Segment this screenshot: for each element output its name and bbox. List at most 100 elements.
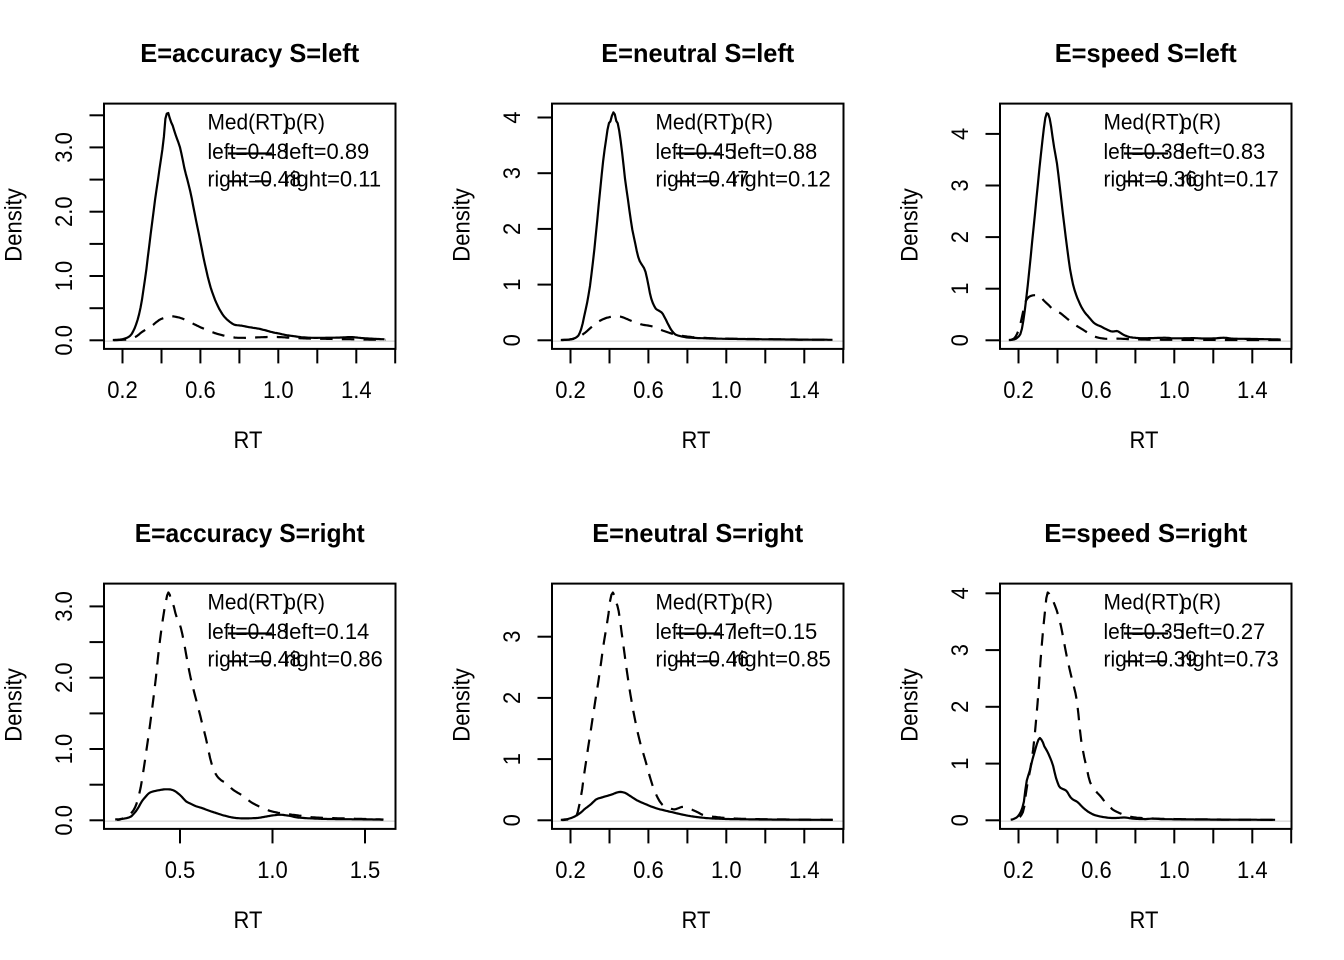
- svg-text:1.4: 1.4: [1237, 857, 1268, 884]
- svg-text:2: 2: [499, 223, 526, 235]
- svg-text:p(R): p(R): [1180, 589, 1221, 614]
- svg-text:1: 1: [499, 753, 526, 765]
- svg-text:0.2: 0.2: [555, 857, 586, 884]
- svg-text:3: 3: [499, 167, 526, 179]
- svg-text:Med(RT): Med(RT): [208, 109, 290, 134]
- svg-text:E=speed S=left: E=speed S=left: [1055, 38, 1237, 68]
- svg-text:1.4: 1.4: [1237, 377, 1268, 404]
- svg-text:0: 0: [499, 334, 526, 346]
- svg-text:Med(RT): Med(RT): [1104, 589, 1186, 614]
- svg-text:RT: RT: [234, 907, 263, 934]
- svg-text:right=0.17: right=0.17: [1180, 167, 1279, 192]
- svg-text:1.0: 1.0: [1159, 857, 1190, 884]
- svg-text:4: 4: [947, 128, 974, 140]
- svg-text:right=0.47: right=0.47: [656, 167, 750, 192]
- svg-text:0.2: 0.2: [107, 377, 138, 404]
- svg-text:left=0.88: left=0.88: [732, 139, 817, 164]
- svg-text:right=0.73: right=0.73: [1180, 647, 1279, 672]
- svg-text:right=0.36: right=0.36: [1104, 167, 1198, 192]
- svg-text:0.6: 0.6: [633, 377, 664, 404]
- svg-text:right=0.48: right=0.48: [208, 647, 302, 672]
- svg-text:right=0.39: right=0.39: [1104, 647, 1198, 672]
- svg-text:1.4: 1.4: [789, 377, 820, 404]
- svg-text:left=0.45: left=0.45: [656, 139, 737, 164]
- svg-text:4: 4: [499, 111, 526, 123]
- svg-text:1.4: 1.4: [789, 857, 820, 884]
- svg-text:1.0: 1.0: [711, 857, 742, 884]
- svg-text:E=accuracy S=right: E=accuracy S=right: [135, 518, 365, 548]
- svg-text:p(R): p(R): [732, 589, 773, 614]
- svg-text:2.0: 2.0: [51, 196, 78, 227]
- svg-text:left=0.27: left=0.27: [1180, 619, 1265, 644]
- svg-text:0.6: 0.6: [1081, 377, 1112, 404]
- svg-text:Med(RT): Med(RT): [208, 589, 290, 614]
- svg-text:left=0.14: left=0.14: [284, 619, 369, 644]
- svg-text:4: 4: [947, 587, 974, 599]
- svg-text:Med(RT): Med(RT): [656, 109, 738, 134]
- svg-text:Density: Density: [897, 668, 924, 742]
- svg-text:RT: RT: [682, 427, 711, 454]
- svg-text:2.0: 2.0: [51, 662, 78, 693]
- svg-text:Density: Density: [1, 668, 28, 742]
- svg-text:Density: Density: [449, 188, 476, 262]
- svg-text:1.0: 1.0: [51, 734, 78, 765]
- svg-text:right=0.85: right=0.85: [732, 647, 831, 672]
- svg-text:1.0: 1.0: [51, 261, 78, 292]
- svg-text:0.0: 0.0: [51, 805, 78, 836]
- svg-text:3.0: 3.0: [51, 132, 78, 163]
- svg-text:0.2: 0.2: [555, 377, 586, 404]
- svg-text:p(R): p(R): [1180, 109, 1221, 134]
- svg-text:right=0.11: right=0.11: [284, 167, 381, 192]
- svg-text:E=speed S=right: E=speed S=right: [1044, 518, 1247, 548]
- svg-text:left=0.83: left=0.83: [1180, 139, 1265, 164]
- svg-text:Density: Density: [1, 188, 28, 262]
- svg-text:0.2: 0.2: [1003, 857, 1034, 884]
- svg-text:p(R): p(R): [284, 589, 325, 614]
- svg-text:E=accuracy S=left: E=accuracy S=left: [140, 38, 359, 68]
- svg-text:left=0.47: left=0.47: [656, 619, 737, 644]
- svg-text:2: 2: [947, 701, 974, 713]
- svg-text:RT: RT: [1130, 907, 1159, 934]
- svg-text:0: 0: [947, 334, 974, 346]
- svg-text:right=0.46: right=0.46: [656, 647, 750, 672]
- svg-text:Med(RT): Med(RT): [1104, 109, 1186, 134]
- svg-text:left=0.89: left=0.89: [284, 139, 369, 164]
- svg-text:0.6: 0.6: [1081, 857, 1112, 884]
- svg-text:Density: Density: [449, 668, 476, 742]
- svg-text:RT: RT: [234, 427, 263, 454]
- svg-text:left=0.15: left=0.15: [732, 619, 817, 644]
- svg-text:Med(RT): Med(RT): [656, 589, 738, 614]
- svg-text:left=0.48: left=0.48: [208, 619, 289, 644]
- svg-text:1.0: 1.0: [263, 377, 294, 404]
- svg-text:right=0.48: right=0.48: [208, 167, 302, 192]
- svg-text:3: 3: [499, 631, 526, 643]
- svg-text:0.2: 0.2: [1003, 377, 1034, 404]
- svg-text:2: 2: [947, 231, 974, 243]
- svg-text:0.6: 0.6: [633, 857, 664, 884]
- svg-text:1.5: 1.5: [350, 857, 381, 884]
- svg-text:E=neutral S=left: E=neutral S=left: [601, 38, 794, 68]
- svg-text:p(R): p(R): [284, 109, 325, 134]
- svg-text:0.5: 0.5: [165, 857, 196, 884]
- svg-text:0.0: 0.0: [51, 325, 78, 356]
- svg-text:1.4: 1.4: [341, 377, 372, 404]
- svg-text:RT: RT: [1130, 427, 1159, 454]
- svg-text:right=0.86: right=0.86: [284, 647, 383, 672]
- svg-text:right=0.12: right=0.12: [732, 167, 831, 192]
- svg-text:0.6: 0.6: [185, 377, 216, 404]
- svg-text:1.0: 1.0: [257, 857, 288, 884]
- svg-text:Density: Density: [897, 188, 924, 262]
- svg-text:0: 0: [499, 814, 526, 826]
- svg-text:left=0.48: left=0.48: [208, 139, 289, 164]
- svg-text:2: 2: [499, 692, 526, 704]
- svg-text:left=0.38: left=0.38: [1104, 139, 1185, 164]
- svg-text:0: 0: [947, 814, 974, 826]
- svg-text:RT: RT: [682, 907, 711, 934]
- svg-text:1: 1: [499, 279, 526, 291]
- svg-text:left=0.35: left=0.35: [1104, 619, 1185, 644]
- svg-text:1.0: 1.0: [1159, 377, 1190, 404]
- svg-text:3.0: 3.0: [51, 591, 78, 622]
- svg-text:E=neutral S=right: E=neutral S=right: [592, 518, 803, 548]
- svg-text:3: 3: [947, 179, 974, 191]
- svg-text:1: 1: [947, 283, 974, 295]
